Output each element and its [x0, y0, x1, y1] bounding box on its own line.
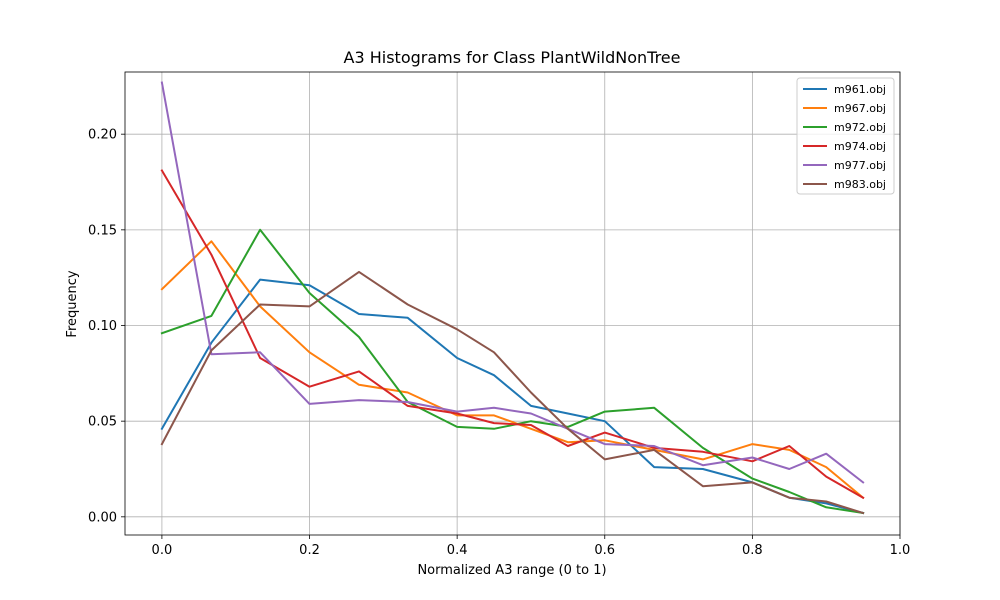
x-tick-label: 0.6 — [594, 543, 615, 558]
legend-label: m972.obj — [834, 121, 886, 134]
series-line-m972-obj — [160, 228, 865, 515]
legend: m961.obj m967.obj m972.obj m974.obj m977.obj… — [796, 77, 895, 195]
y-tick-label: 0.05 — [88, 415, 117, 430]
legend-label: m974.obj — [834, 140, 886, 153]
legend-label: m961.obj — [834, 83, 886, 96]
y-tick-label: 0.15 — [88, 223, 117, 238]
x-tick-label: 0.0 — [152, 543, 173, 558]
x-tick-label: 1.0 — [890, 543, 911, 558]
y-axis-ticks: 0.00 0.05 0.10 0.15 0.20 — [88, 128, 125, 525]
series-line-m967-obj — [160, 240, 865, 500]
x-tick-label: 0.8 — [742, 543, 763, 558]
y-tick-label: 0.20 — [88, 128, 117, 143]
series-line-m974-obj — [160, 169, 865, 500]
x-axis-ticks: 0.0 0.2 0.4 0.6 0.8 1.0 — [152, 535, 911, 558]
series-lines — [160, 81, 865, 515]
plot-frame — [124, 71, 901, 536]
chart-title: A3 Histograms for Class PlantWildNonTree — [344, 48, 681, 67]
legend-label: m977.obj — [834, 159, 886, 172]
y-axis-label: Frequency — [65, 270, 80, 337]
x-tick-label: 0.2 — [299, 543, 320, 558]
x-tick-label: 0.4 — [447, 543, 468, 558]
legend-label: m983.obj — [834, 178, 886, 191]
legend-label: m967.obj — [834, 102, 886, 115]
series-line-m983-obj — [160, 270, 865, 515]
series-line-m977-obj — [160, 81, 865, 484]
y-tick-label: 0.10 — [88, 319, 117, 334]
x-axis-label: Normalized A3 range (0 to 1) — [417, 563, 606, 578]
y-tick-label: 0.00 — [88, 510, 117, 525]
grid-lines — [125, 72, 901, 535]
